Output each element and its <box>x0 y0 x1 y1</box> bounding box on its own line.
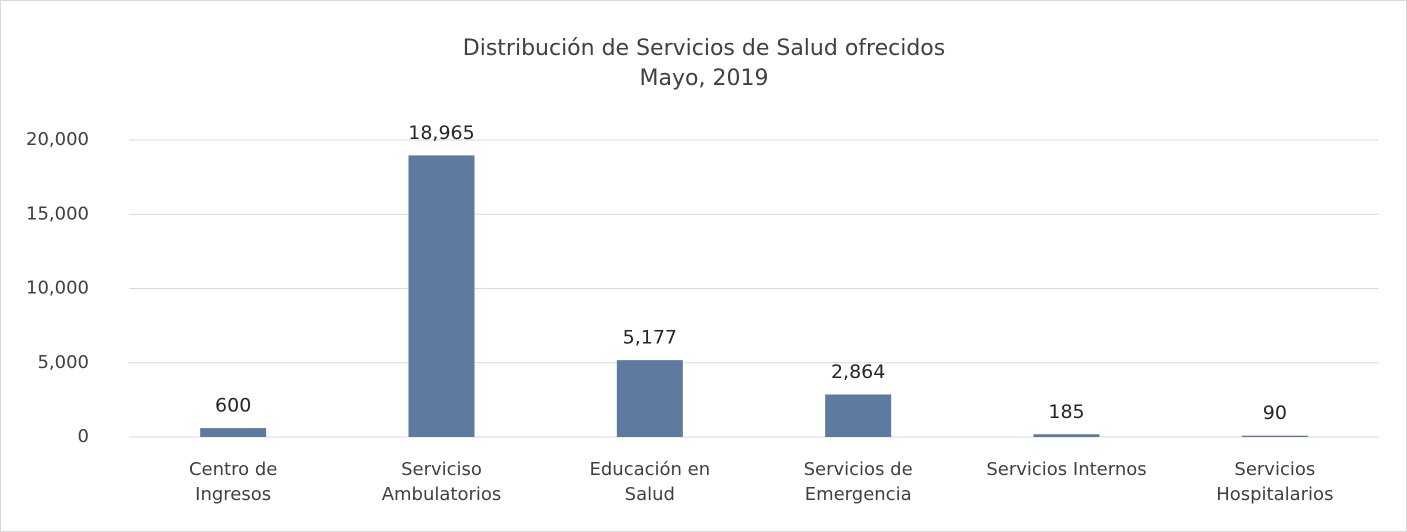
chart-subtitle: Mayo, 2019 <box>640 66 769 91</box>
chart-title: Distribución de Servicios de Salud ofrec… <box>463 36 945 61</box>
x-tick-label: Serviciso Ambulatorios <box>381 459 502 505</box>
data-label: 90 <box>1263 402 1287 424</box>
data-label: 5,177 <box>623 327 677 349</box>
bar <box>200 428 267 437</box>
y-tick-label: 20,000 <box>26 129 89 150</box>
y-tick-label: 10,000 <box>26 278 89 299</box>
x-tick-label: Educación en Salud <box>589 459 711 505</box>
x-tick-label: Servicios de Emergencia <box>803 459 913 505</box>
y-tick-label: 0 <box>78 426 89 447</box>
x-tick-label: Centro de Ingresos <box>188 459 278 505</box>
y-tick-label: 5,000 <box>37 352 89 373</box>
data-label: 185 <box>1048 401 1084 423</box>
bar <box>408 155 475 437</box>
data-label: 18,965 <box>408 122 474 144</box>
bar <box>616 360 683 437</box>
data-label: 2,864 <box>831 361 885 383</box>
bar <box>825 394 892 437</box>
data-label: 600 <box>215 395 251 417</box>
x-tick-label: Servicios Internos <box>986 459 1147 480</box>
x-tick-label: Servicios Hospitalarios <box>1216 459 1334 505</box>
bar <box>1241 435 1308 437</box>
bar <box>1033 434 1100 437</box>
y-tick-label: 15,000 <box>26 203 89 224</box>
